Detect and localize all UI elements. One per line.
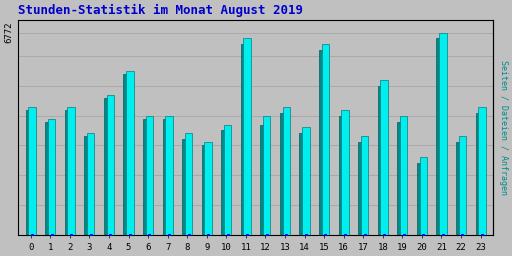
Bar — [126, 71, 134, 235]
Bar — [123, 74, 131, 235]
Bar — [261, 124, 268, 235]
Bar — [380, 80, 388, 235]
Bar — [244, 38, 251, 235]
Bar — [65, 110, 72, 235]
Bar — [185, 133, 192, 235]
Bar — [300, 133, 307, 235]
Bar — [358, 142, 366, 235]
Bar — [378, 86, 385, 235]
Bar — [417, 163, 424, 235]
Bar — [436, 38, 444, 235]
Bar — [224, 124, 231, 235]
Bar — [204, 142, 212, 235]
Bar — [221, 131, 229, 235]
Bar — [45, 122, 53, 235]
Bar — [361, 136, 368, 235]
Bar — [459, 136, 466, 235]
Bar — [400, 115, 408, 235]
Bar — [165, 115, 173, 235]
Text: Stunden-Statistik im Monat August 2019: Stunden-Statistik im Monat August 2019 — [18, 4, 303, 17]
Bar — [456, 142, 463, 235]
Bar — [104, 98, 111, 235]
Bar — [397, 122, 404, 235]
Bar — [241, 44, 248, 235]
Bar — [182, 140, 189, 235]
Bar — [319, 50, 327, 235]
Y-axis label: Seiten / Dateien / Anfragen: Seiten / Dateien / Anfragen — [499, 60, 508, 195]
Bar — [68, 106, 75, 235]
Bar — [439, 33, 446, 235]
Bar — [84, 136, 92, 235]
Bar — [322, 44, 329, 235]
Bar — [87, 133, 95, 235]
Bar — [478, 106, 485, 235]
Bar — [263, 115, 270, 235]
Bar — [48, 119, 55, 235]
Bar — [476, 113, 483, 235]
Bar — [163, 119, 170, 235]
Bar — [28, 106, 36, 235]
Bar — [342, 110, 349, 235]
Bar — [283, 106, 290, 235]
Bar — [106, 94, 114, 235]
Bar — [419, 157, 427, 235]
Bar — [202, 145, 209, 235]
Bar — [26, 110, 33, 235]
Bar — [338, 115, 346, 235]
Bar — [302, 127, 310, 235]
Bar — [146, 115, 153, 235]
Bar — [280, 113, 287, 235]
Bar — [143, 119, 151, 235]
